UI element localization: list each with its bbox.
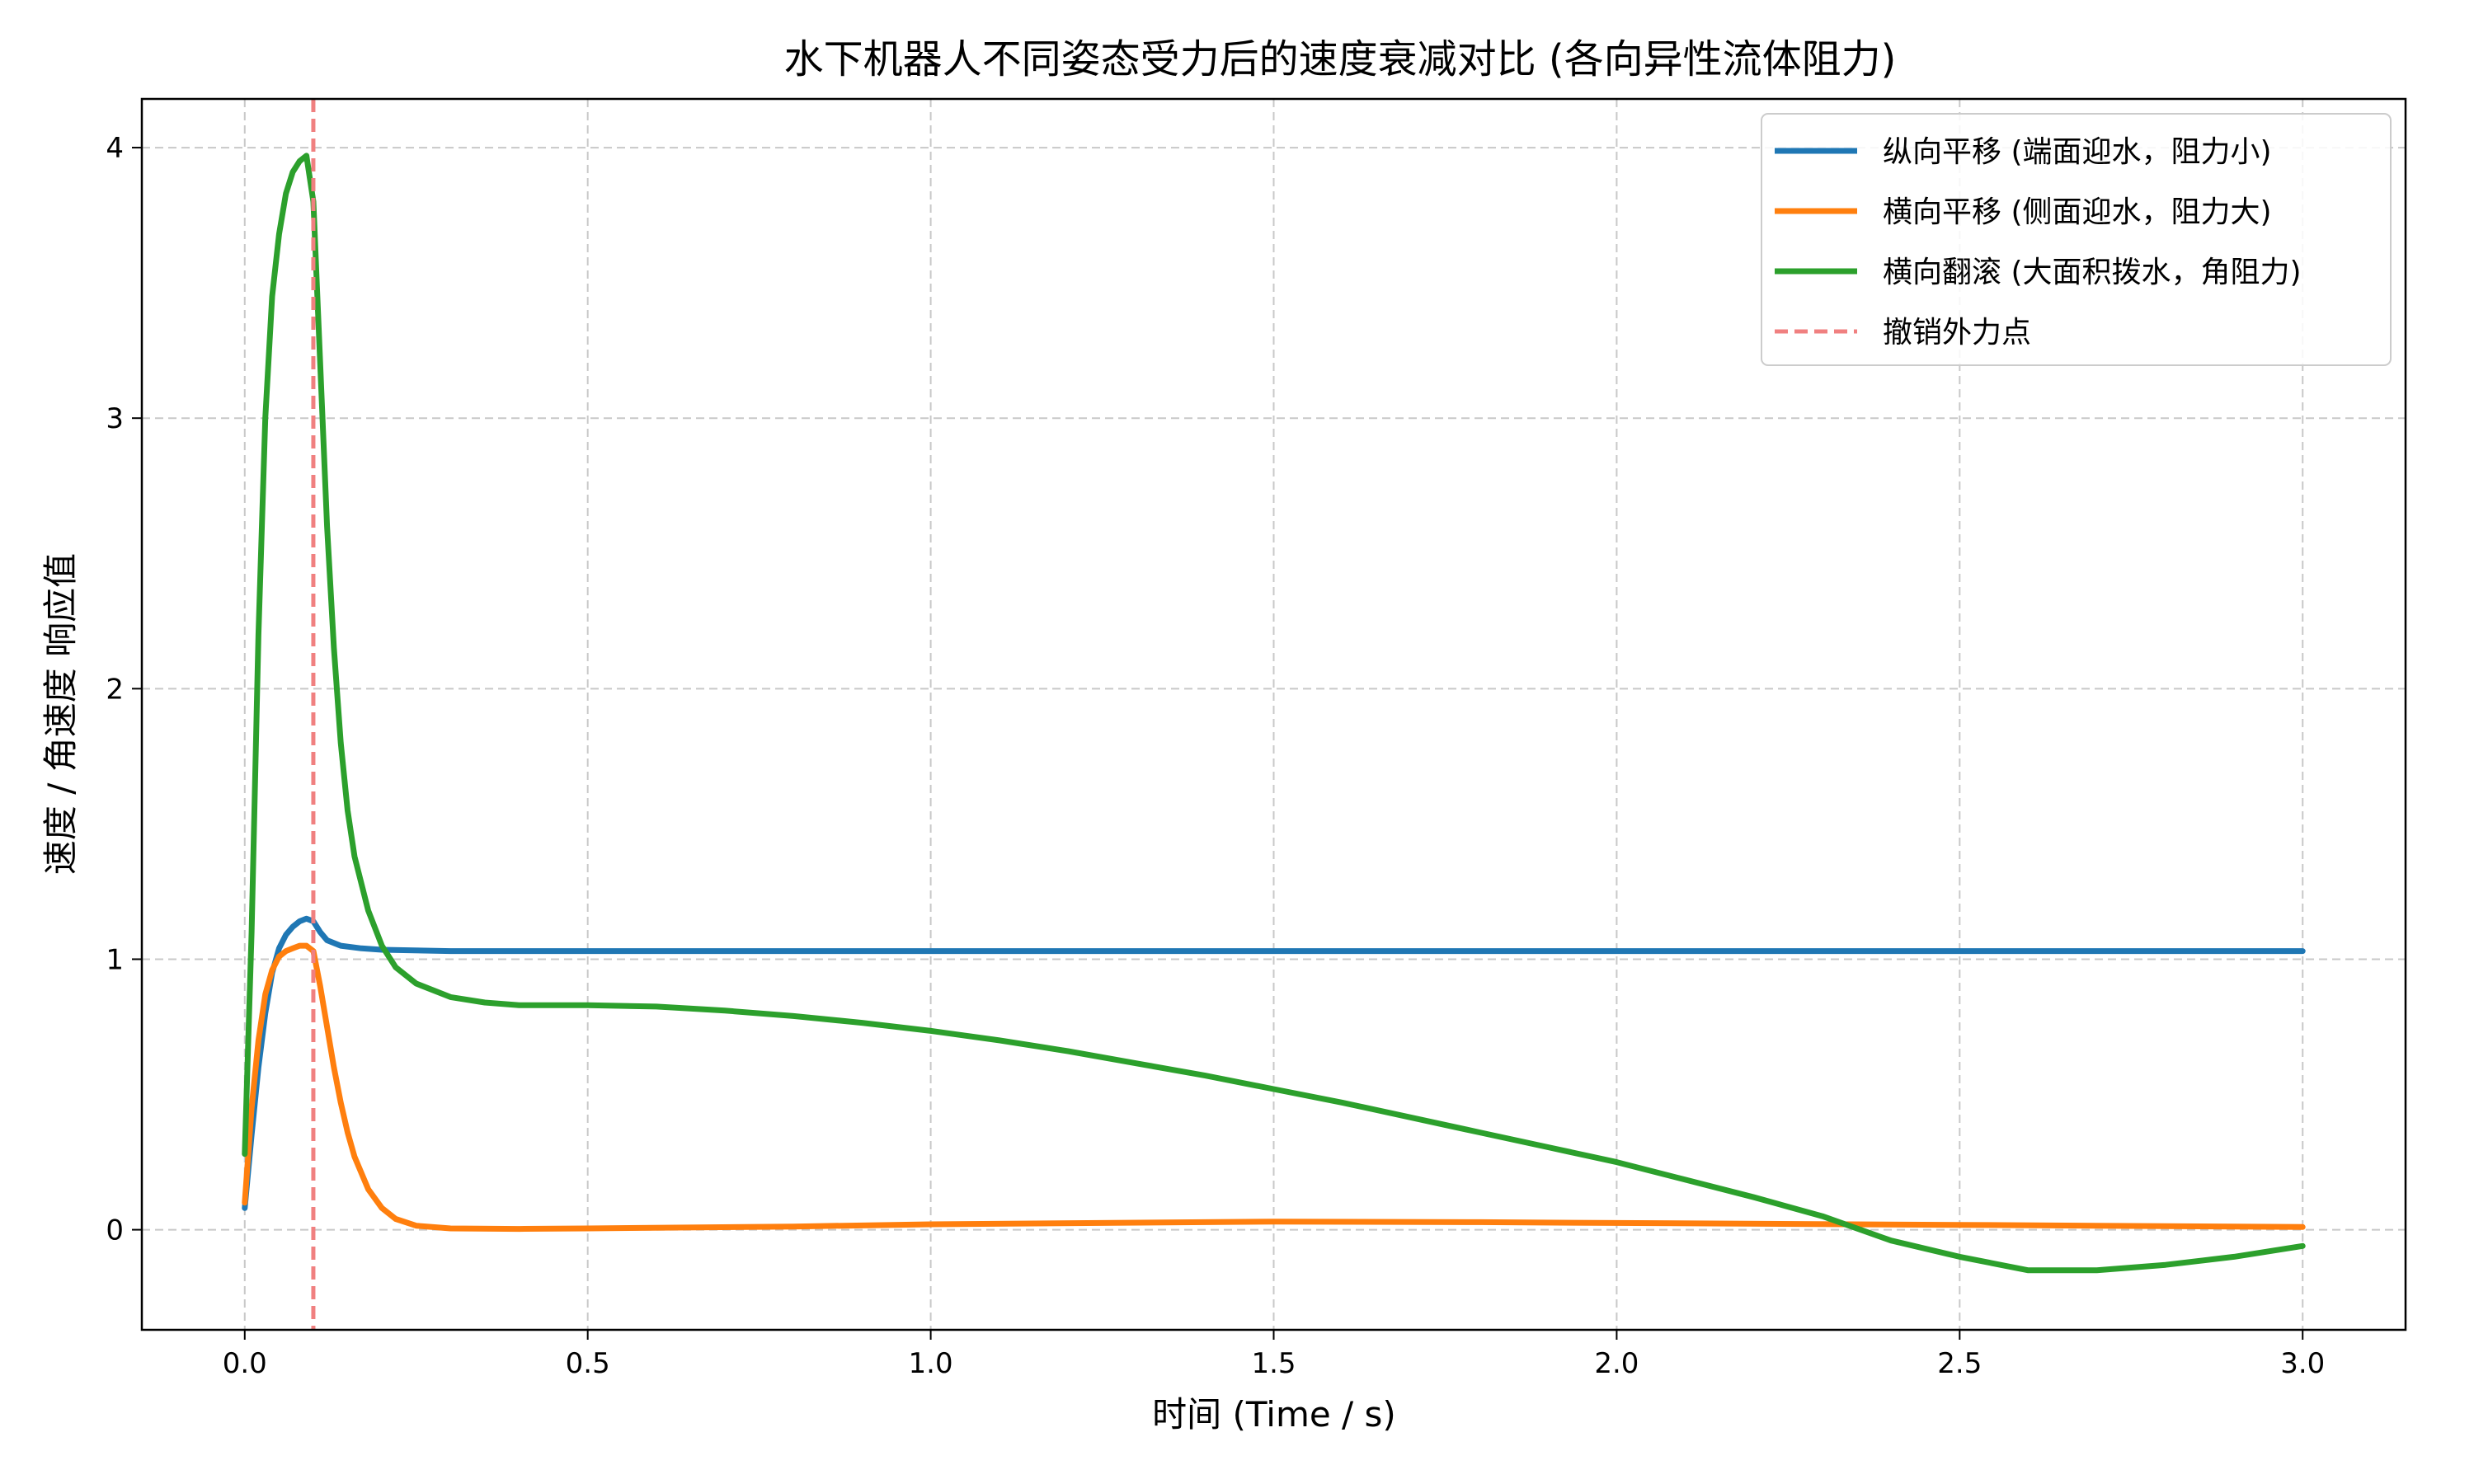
legend-label-release: 撤销外力点 <box>1883 316 2031 350</box>
x-axis-label: 时间 (Time / s) <box>1152 1394 1396 1435</box>
legend-label-longitudinal: 纵向平移 (端面迎水，阻力小) <box>1883 135 2272 169</box>
x-tick-label: 0.0 <box>223 1347 267 1380</box>
legend: 纵向平移 (端面迎水，阻力小) 横向平移 (侧面迎水，阻力大) 横向翻滚 (大面… <box>1761 113 2392 366</box>
x-tick-label: 0.5 <box>566 1347 610 1380</box>
y-tick-label: 4 <box>106 132 124 165</box>
plot-frame <box>140 97 2407 1331</box>
x-tick-label: 2.5 <box>1937 1347 1982 1380</box>
axes: 0.0 0.5 1.0 1.5 2.0 2.5 3.0 0 1 2 3 4 <box>106 132 2325 1380</box>
legend-box <box>1761 113 2392 366</box>
y-tick-label: 0 <box>106 1214 124 1247</box>
chart-title: 水下机器人不同姿态受力后的速度衰减对比 (各向异性流体阻力) <box>784 36 1897 82</box>
x-tick-label: 2.0 <box>1594 1347 1639 1380</box>
x-tick-label: 1.5 <box>1251 1347 1296 1380</box>
y-tick-label: 1 <box>106 943 124 976</box>
x-tick-label: 1.0 <box>909 1347 953 1380</box>
series-line-lateral <box>242 942 2306 1233</box>
y-axis-label: 速度 / 角速度 响应值 <box>40 553 81 875</box>
legend-label-roll: 横向翻滚 (大面积拨水，角阻力) <box>1883 256 2302 289</box>
y-tick-label: 3 <box>106 402 124 435</box>
series-layer <box>242 153 2306 1274</box>
y-tick-label: 2 <box>106 673 124 706</box>
x-tick-label: 3.0 <box>2280 1347 2325 1380</box>
legend-label-lateral: 横向平移 (侧面迎水，阻力大) <box>1883 195 2272 229</box>
series-line-roll <box>242 153 2306 1274</box>
